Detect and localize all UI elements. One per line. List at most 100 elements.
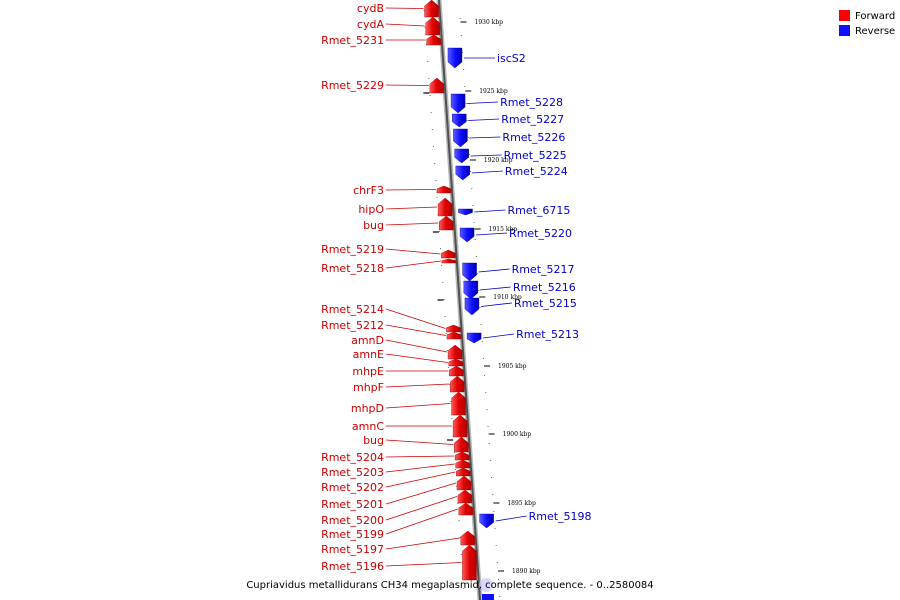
gene-arrow-amne[interactable] [448,358,463,367]
gene-arrow-cydb[interactable] [424,0,439,18]
gene-label[interactable]: Rmet_5225 [504,149,567,162]
gene-arrow-hipo[interactable] [437,197,453,217]
gene-label[interactable]: cydB [357,2,384,15]
gene-arrow-amnd[interactable] [447,344,463,360]
gene-arrow-rmet-5225[interactable] [454,148,469,164]
gene-arrow-rmet-5217[interactable] [462,262,477,282]
gene-arrow-rmet-5212[interactable] [446,331,462,340]
minor-dot [460,35,462,36]
gene-arrow-rmet-5213[interactable] [466,332,482,344]
gene-label[interactable]: mhpF [353,381,384,394]
gene-label[interactable]: Rmet_5200 [321,514,384,527]
minor-dot [485,392,487,393]
gene-label[interactable]: Rmet_5198 [529,510,592,523]
gene-label[interactable]: Rmet_6715 [507,204,570,217]
legend-reverse-swatch [839,25,850,36]
gene-label[interactable]: amnC [352,420,384,433]
gene-arrow-rmet-5196[interactable] [462,544,477,581]
gene-arrow-rmet-5226[interactable] [453,128,468,148]
gene-label[interactable]: Rmet_5228 [500,96,563,109]
gene-label[interactable]: Rmet_5226 [502,131,565,144]
gene-leader-line [385,439,454,445]
gene-arrow-rmet-5227[interactable] [452,113,467,128]
gene-arrow-rmet-5201[interactable] [456,475,472,491]
gene-arrow-rmet-5231[interactable] [426,34,441,46]
gene-arrow-rmet-5214[interactable] [446,324,461,333]
gene-arrow-cyda[interactable] [425,16,440,36]
gene-arrow-rmet-5203[interactable] [455,459,470,469]
gene-arrow-chrf3[interactable] [436,185,452,194]
minor-dot [431,129,433,130]
gene-label[interactable]: Rmet_5213 [516,328,579,341]
gene-arrow-rmet-5199[interactable] [458,502,473,516]
gene-arrow-mhpe[interactable] [449,365,464,377]
minor-dot [436,197,438,198]
gene-label[interactable]: Rmet_5212 [321,319,384,332]
minor-dot [434,163,436,164]
gene-leader-line [483,333,515,339]
gene-label[interactable]: iscS2 [497,52,526,65]
minor-dot [481,341,483,342]
gene-arrow-rmet-6715[interactable] [458,208,473,216]
minor-dot [466,120,468,121]
gene-label[interactable]: Rmet_5217 [512,263,575,276]
map-caption: Cupriavidus metallidurans CH34 megaplasm… [246,580,653,591]
gene-label[interactable]: amnE [353,348,384,361]
gene-arrow-rmet-5229[interactable] [429,77,445,94]
gene-label[interactable]: Rmet_5196 [321,560,384,573]
gene-label[interactable]: Rmet_5218 [321,262,384,275]
gene-label[interactable]: amnD [351,334,384,347]
minor-dot [435,180,437,181]
gene-arrow-rmet-5228[interactable] [450,93,466,114]
gene-arrow-iscs2[interactable] [447,47,463,69]
minor-dot [475,256,477,257]
gene-leader-line [385,537,460,550]
minor-dot [470,171,472,172]
gene-label[interactable]: Rmet_5220 [509,227,572,240]
gene-arrow-amnc[interactable] [452,414,468,438]
gene-arrow-rmet-5215[interactable] [464,297,480,316]
gene-label[interactable]: Rmet_5214 [321,303,384,316]
gene-arrow-rmet-5216[interactable] [463,280,479,300]
gene-label[interactable]: Rmet_5216 [513,281,576,294]
gene-leader-line [385,324,446,336]
gene-label[interactable]: Rmet_5219 [321,243,384,256]
gene-label[interactable]: bug [363,434,384,447]
gene-label[interactable]: Rmet_5201 [321,498,384,511]
gene-label[interactable]: mhpD [351,402,384,415]
gene-label[interactable]: Rmet_5227 [501,113,564,126]
gene-arrow-rmet-5202[interactable] [456,467,471,477]
gene-label[interactable]: mhpE [352,365,384,378]
gene-label[interactable]: Rmet_5204 [321,451,384,464]
gene-label[interactable]: Rmet_5202 [321,481,384,494]
minor-dot [468,154,470,155]
minor-dot [458,520,460,521]
gene-arrow-rmet-5224[interactable] [455,165,471,181]
gene-label[interactable]: Rmet_5197 [321,543,384,556]
gene-label[interactable]: chrF3 [353,184,384,197]
gene-arrow-bug[interactable] [454,436,469,453]
gene-label[interactable]: bug [363,219,384,232]
scroll-handle-icon[interactable] [479,578,493,592]
gene-label[interactable]: Rmet_5203 [321,466,384,479]
gene-label[interactable]: Rmet_5229 [321,79,384,92]
gene-arrow-rmet-5198[interactable] [479,513,494,529]
gene-label[interactable]: Rmet_5231 [321,34,384,47]
gene-label[interactable]: Rmet_5224 [505,165,568,178]
gene-label[interactable]: Rmet_5199 [321,528,384,541]
gene-label[interactable]: Rmet_5215 [514,297,577,310]
gene-leader-line [385,23,425,27]
gene-label[interactable]: hipO [358,203,384,216]
gene-arrow-rmet-5220[interactable] [459,227,475,243]
gene-arrow-bug[interactable] [439,215,454,231]
gene-arrow-rmet-5218[interactable] [441,258,457,264]
gene-arrow-rmet-5200[interactable] [457,489,473,504]
gene-arrow-rmet-5204[interactable] [454,451,470,461]
minor-dot [450,401,452,402]
gene-arrow-rmet-5197[interactable] [460,530,475,546]
gene-arrow-rmet-5219[interactable] [441,249,456,259]
minor-dot [479,307,481,308]
gene-arrow-mhpd[interactable] [451,391,466,416]
gene-arrow-mhpf[interactable] [450,375,465,393]
gene-label[interactable]: cydA [357,18,385,31]
